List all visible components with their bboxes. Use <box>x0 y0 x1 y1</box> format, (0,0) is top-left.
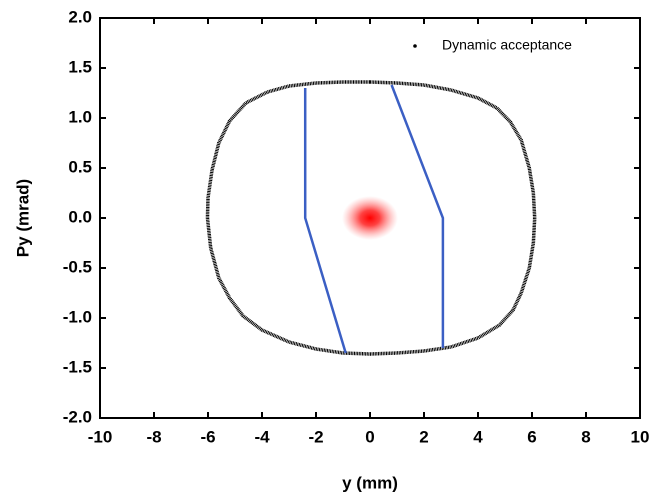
y-tick-label: -1.5 <box>63 357 92 376</box>
boundary-line <box>390 84 445 348</box>
x-tick-label: -2 <box>308 427 323 446</box>
y-tick-label: 2.0 <box>68 7 92 26</box>
legend-label: Dynamic acceptance <box>442 37 572 53</box>
y-tick-label: -1.0 <box>63 307 92 326</box>
y-tick-label: 0.0 <box>68 207 92 226</box>
x-tick-label: -6 <box>200 427 215 446</box>
x-axis-label: y (mm) <box>342 473 398 492</box>
y-tick-label: -0.5 <box>63 257 92 276</box>
x-tick-label: -10 <box>88 427 113 446</box>
y-tick-label: 0.5 <box>68 157 92 176</box>
x-tick-label: 4 <box>473 427 483 446</box>
x-tick-label: -4 <box>254 427 270 446</box>
plot-frame <box>99 17 641 419</box>
x-tick-label: 10 <box>631 427 650 446</box>
x-tick-label: 2 <box>419 427 428 446</box>
x-tick-label: 0 <box>365 427 374 446</box>
acceptance-curve <box>205 80 537 356</box>
beam-spot <box>342 196 398 240</box>
y-tick-label: 1.5 <box>68 57 92 76</box>
x-tick-label: 8 <box>581 427 590 446</box>
boundary-line <box>303 88 347 354</box>
legend-marker <box>413 44 417 48</box>
y-axis-label: Py (mrad) <box>13 179 32 257</box>
y-tick-label: -2.0 <box>63 407 92 426</box>
x-tick-label: 6 <box>527 427 536 446</box>
y-tick-label: 1.0 <box>68 107 92 126</box>
x-tick-label: -8 <box>146 427 161 446</box>
